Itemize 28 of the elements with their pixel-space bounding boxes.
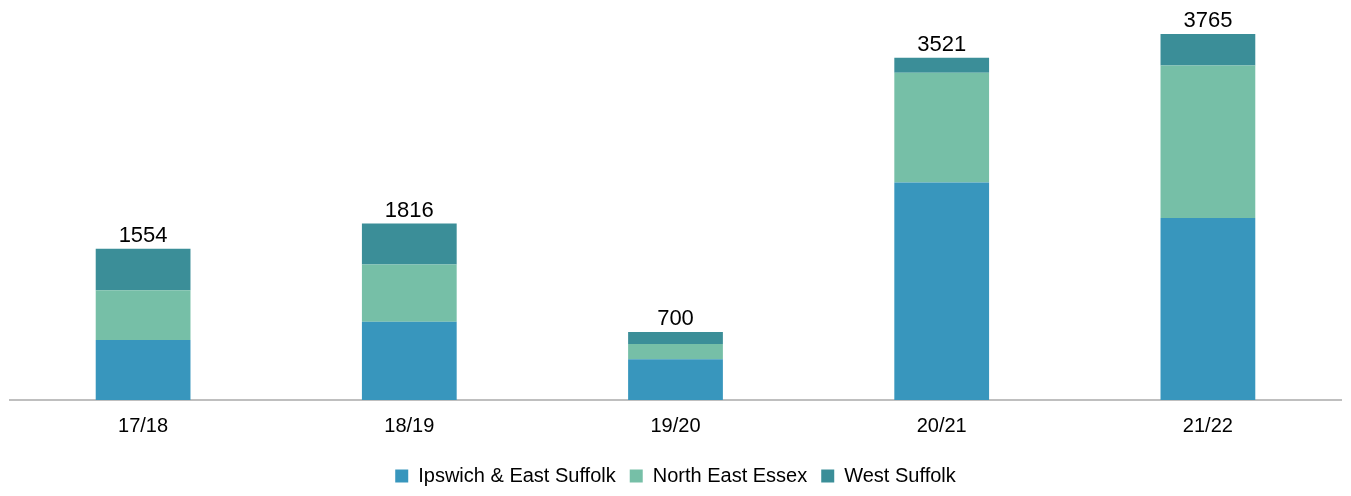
bar: [361, 223, 457, 265]
x-tick-label: 17/18: [118, 413, 169, 436]
bar: [361, 264, 457, 322]
bar: [95, 248, 191, 291]
annotation: 700: [657, 304, 694, 330]
annotation: 1816: [384, 196, 434, 222]
bar: [894, 57, 990, 73]
annotation: 3765: [1183, 7, 1233, 33]
x-tick-label: 21/22: [1182, 413, 1233, 436]
bar: [1160, 218, 1256, 400]
bar: [628, 331, 723, 344]
x-tick-label: 20/21: [916, 413, 967, 436]
bar: [628, 344, 723, 360]
bar: [894, 72, 990, 183]
bar: [95, 290, 191, 340]
legend-label: West Suffolk: [844, 463, 957, 486]
bar: [894, 182, 990, 400]
bar: [1160, 65, 1256, 219]
legend-label: North East Essex: [652, 463, 808, 486]
x-tick-label: 19/20: [650, 413, 701, 436]
annotation: 1554: [118, 221, 168, 247]
legend-label: Ipswich & East Suffolk: [418, 463, 617, 486]
bar: [1160, 34, 1256, 66]
annotation: 3521: [917, 30, 967, 56]
bar: [628, 359, 723, 400]
bar: [95, 339, 191, 400]
x-tick-label: 18/19: [384, 413, 435, 436]
bar: [361, 321, 457, 400]
